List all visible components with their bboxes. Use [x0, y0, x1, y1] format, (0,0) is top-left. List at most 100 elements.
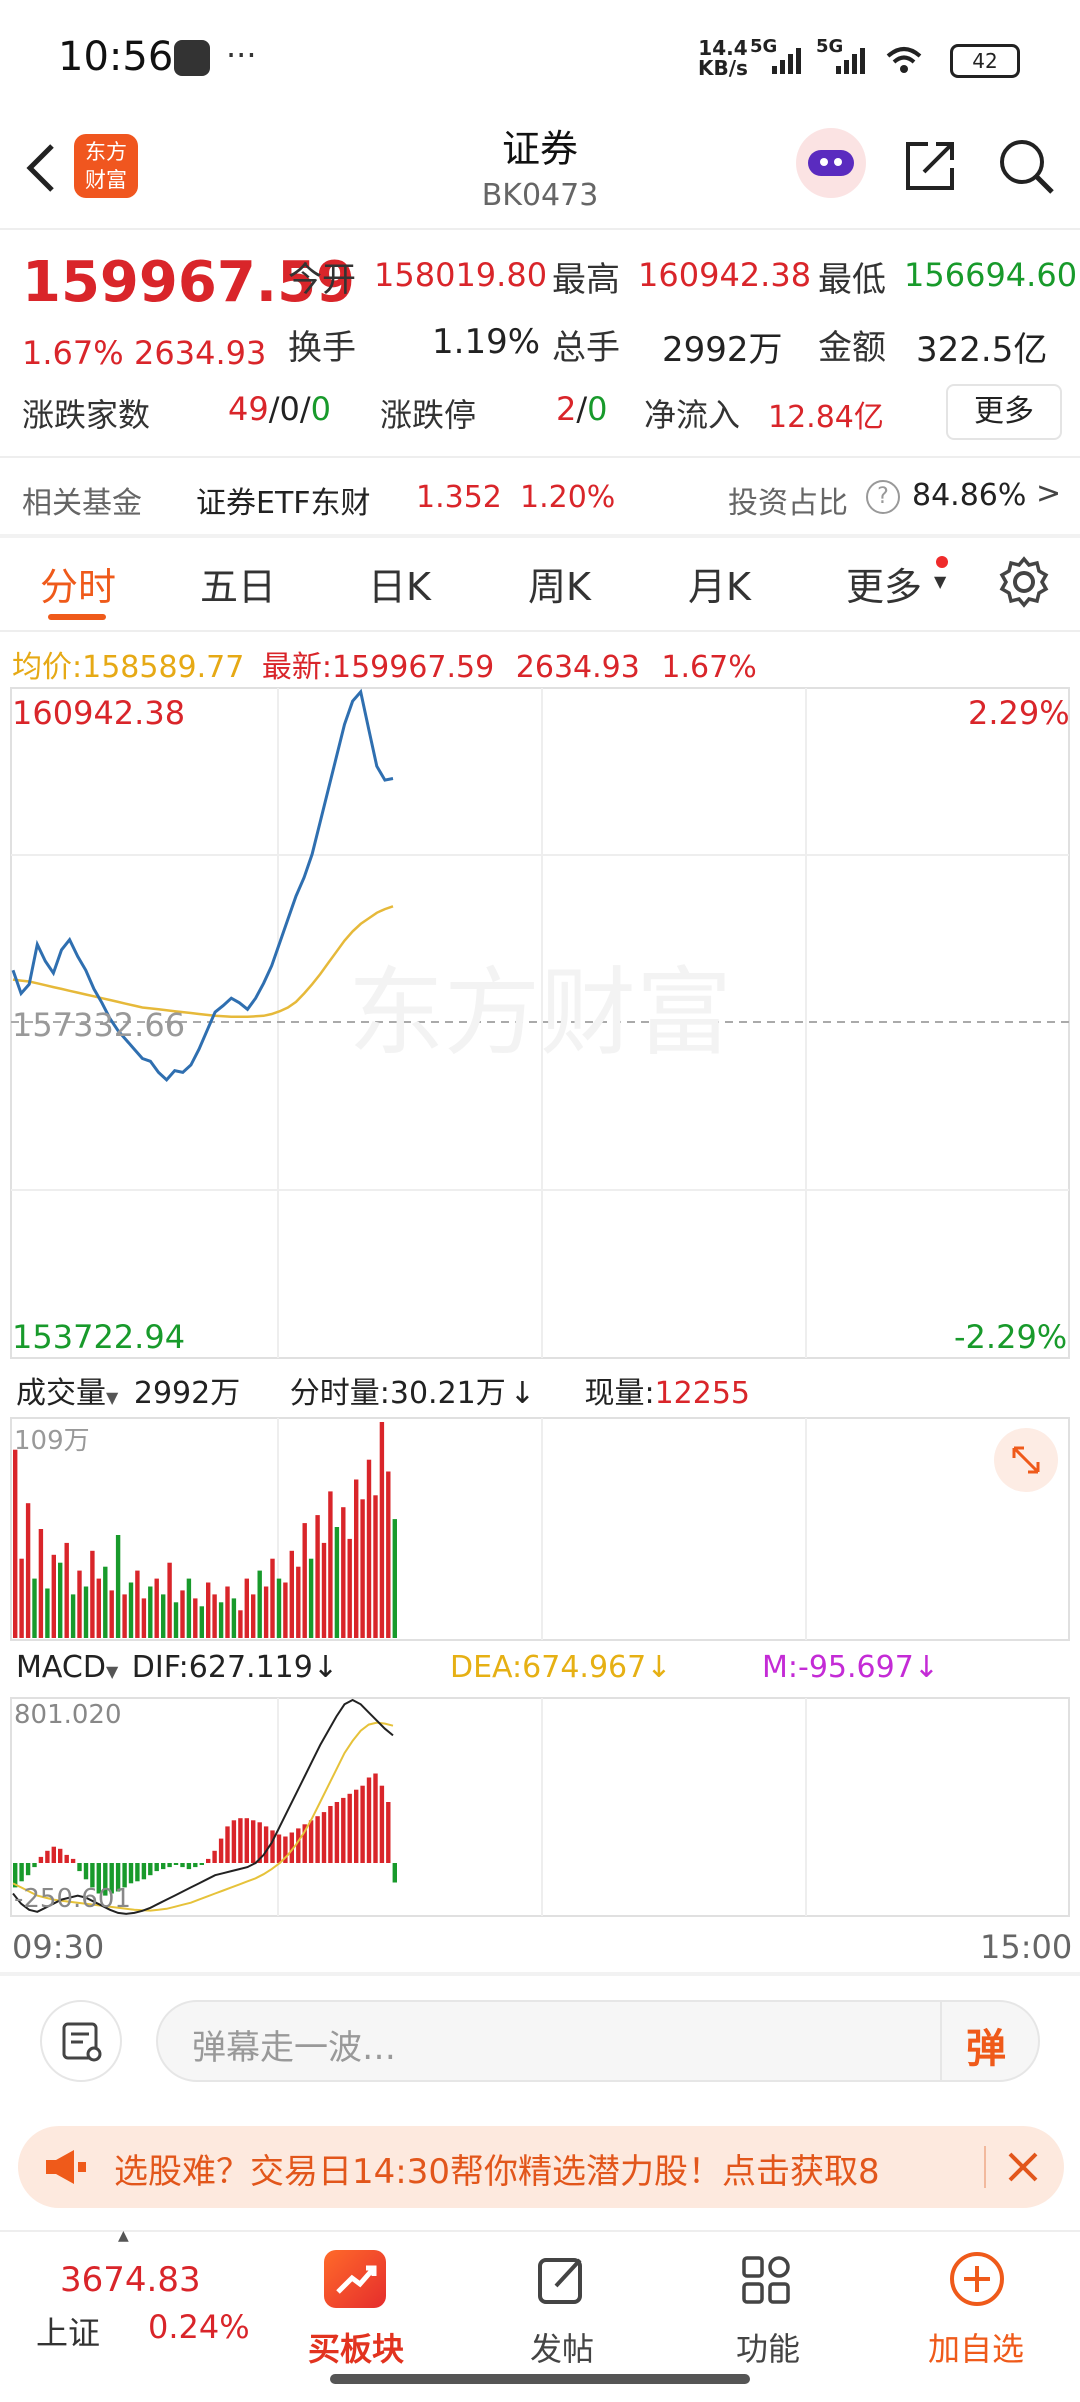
volume-bar — [244, 1578, 249, 1638]
expand-icon[interactable] — [994, 1428, 1058, 1492]
macd-bar — [109, 1863, 114, 1894]
share-icon[interactable] — [900, 136, 960, 196]
macd-bar — [128, 1863, 134, 1884]
tab-intraday[interactable]: 分时 — [40, 565, 117, 609]
macd-bar — [154, 1863, 159, 1872]
volume-bar — [270, 1558, 275, 1638]
volume-bar — [38, 1529, 44, 1638]
volume-bar — [225, 1586, 230, 1638]
macd-bar — [244, 1818, 249, 1863]
index-name[interactable]: 上证 — [36, 2314, 101, 2352]
macd-bar — [141, 1863, 147, 1880]
banner-close-icon[interactable] — [1002, 2146, 1044, 2188]
help-icon[interactable]: ? — [866, 480, 900, 514]
volume-header: 成交量▼ 2992万 分时量:30.21万 ↓ 现量:12255 — [16, 1376, 750, 1411]
chart-low-label: 153722.94 — [12, 1318, 186, 1356]
macd-bar — [238, 1818, 243, 1863]
danmu-divider — [940, 2002, 942, 2080]
macd-bar — [315, 1816, 320, 1863]
volume-bar — [263, 1586, 269, 1638]
macd-bar — [25, 1863, 31, 1876]
price-chart[interactable]: 东方财富 — [0, 686, 1080, 1360]
volume-chart[interactable] — [0, 1416, 1080, 1642]
settings-gear-icon[interactable] — [998, 556, 1050, 608]
app-logo[interactable]: 东方 财富 — [74, 134, 138, 198]
nav-functions[interactable]: 功能 — [735, 2330, 800, 2368]
chart-high-label: 160942.38 — [12, 694, 186, 732]
more-quote-button[interactable]: 更多 — [946, 384, 1062, 440]
fund-divider — [0, 534, 1080, 538]
nav-up-caret-icon: ▲ — [118, 2228, 129, 2244]
nav-post[interactable]: 发帖 — [529, 2330, 594, 2368]
macd-m: M:-95.697↓ — [762, 1650, 939, 1685]
macd-bar — [212, 1850, 217, 1863]
macd-chart[interactable] — [0, 1696, 1080, 1918]
macd-bar — [341, 1797, 346, 1863]
tab-more[interactable]: 更多 — [846, 565, 923, 609]
battery-icon: 42 — [950, 44, 1020, 78]
page-title: 证券 — [501, 127, 578, 171]
add-watchlist-icon — [950, 2252, 1004, 2306]
volume-bar — [193, 1598, 198, 1638]
macd-bar — [308, 1820, 314, 1863]
danmu-input[interactable]: 弹幕走一波… 弹 — [156, 2000, 1040, 2082]
invest-ratio-value: 84.86% — [912, 478, 1027, 513]
volume-bar — [238, 1610, 243, 1638]
tab-monthly-k[interactable]: 月K — [688, 565, 751, 609]
danmu-toggle-button[interactable]: 弹 — [966, 2026, 1006, 2072]
volume-bar — [19, 1558, 24, 1638]
change-pct: 1.67% — [22, 334, 124, 372]
macd-bar — [354, 1789, 359, 1863]
tab-five-day[interactable]: 五日 — [200, 565, 277, 609]
macd-bar — [77, 1863, 82, 1872]
volume-selector[interactable]: 成交量 — [16, 1376, 106, 1411]
volume-bar — [366, 1459, 372, 1638]
index-pct[interactable]: 0.24% — [148, 2308, 250, 2346]
fund-price: 1.352 — [416, 480, 502, 515]
quote-divider — [0, 456, 1080, 458]
macd-bar — [270, 1830, 275, 1863]
buy-board-icon — [324, 2250, 386, 2308]
assistant-robot-icon[interactable] — [796, 128, 866, 198]
tab-daily-k[interactable]: 日K — [368, 565, 431, 609]
index-value[interactable]: 3674.83 — [60, 2260, 201, 2300]
macd-bar — [135, 1863, 140, 1882]
promo-banner[interactable]: 选股难？交易日14:30帮你精选潜力股！点击获取8 — [18, 2126, 1064, 2208]
nav-add-watchlist[interactable]: 加自选 — [927, 2330, 1024, 2368]
macd-bar — [115, 1863, 121, 1892]
macd-selector[interactable]: MACD — [16, 1650, 106, 1685]
fund-name[interactable]: 证券ETF东财 — [196, 486, 371, 521]
macd-bar — [379, 1785, 385, 1863]
volume-bar — [45, 1588, 50, 1638]
updown-count-label: 涨跌家数 — [22, 396, 151, 434]
macd-bar — [161, 1863, 166, 1870]
back-icon[interactable] — [20, 140, 60, 196]
fund-chevron-icon[interactable]: > — [1036, 476, 1062, 511]
volume-bar — [90, 1550, 95, 1638]
app-notification-icon — [174, 40, 210, 76]
tab-weekly-k[interactable]: 周K — [528, 565, 591, 609]
avg-price-line — [12, 905, 394, 1019]
macd-bar — [122, 1863, 127, 1888]
macd-bar — [70, 1858, 76, 1863]
macd-bottom-label: -250.601 — [14, 1884, 131, 1914]
current-price: 159967.59 — [22, 250, 355, 315]
invest-ratio-label: 投资占比 — [728, 486, 848, 521]
volume-bar — [148, 1586, 153, 1638]
board-code: BK0473 — [481, 178, 599, 213]
nav-buy-board[interactable]: 买板块 — [307, 2330, 404, 2368]
comment-list-icon[interactable] — [40, 2000, 122, 2082]
macd-bar — [321, 1812, 327, 1863]
volume-bar — [32, 1578, 37, 1638]
macd-bar — [360, 1785, 365, 1863]
macd-bar — [296, 1828, 301, 1863]
volume-bar — [354, 1479, 359, 1638]
open-value: 158019.80 — [374, 256, 548, 294]
search-icon[interactable] — [996, 136, 1056, 196]
volume-bar — [283, 1582, 288, 1638]
volume-bar — [154, 1578, 159, 1638]
open-label: 今开 — [288, 260, 356, 300]
limit-count: 2/0 — [556, 390, 608, 428]
macd-bar — [199, 1863, 204, 1865]
danmu-placeholder: 弹幕走一波… — [192, 2028, 396, 2068]
